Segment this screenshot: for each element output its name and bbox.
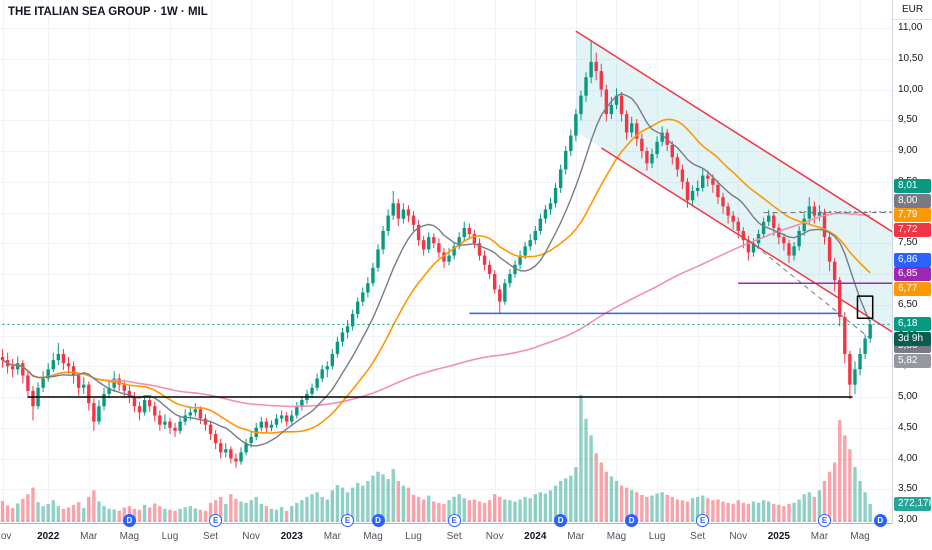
time-axis[interactable]: Nov 2022 Mar Mag Lug Set Nov 2023 Mar Mag Lug Set No…	[0, 523, 932, 550]
bar-countdown-badge: 3d 9h	[894, 331, 931, 346]
price-tick: 10,00	[898, 83, 924, 95]
price-level-badge: 7,79	[894, 208, 931, 222]
price-level-badge: 5,82	[894, 353, 931, 368]
price-level-badge: 7,72	[894, 222, 931, 237]
time-label-month: Nov	[242, 531, 261, 542]
price-tick: 4,00	[898, 452, 918, 464]
time-label-year: 2024	[524, 531, 547, 542]
time-label-year: 2022	[37, 531, 60, 542]
time-label-month: Set	[203, 531, 219, 542]
symbol-header[interactable]: THE ITALIAN SEA GROUP · 1W · MIL	[8, 6, 208, 18]
price-axis[interactable]: EUR 11,0010,5010,009,509,008,508,007,507…	[892, 0, 932, 525]
time-label-month: Mag	[119, 531, 140, 542]
time-label-month: Mar	[80, 531, 98, 542]
earnings-marker[interactable]: E	[818, 514, 831, 527]
time-label-month: Lug	[161, 531, 179, 542]
price-tick: 5,00	[898, 391, 918, 402]
volume-badge: 272,17K	[894, 497, 932, 511]
earnings-marker[interactable]: E	[341, 514, 355, 527]
symbol-title[interactable]: THE ITALIAN SEA GROUP · 1W · MIL	[8, 6, 208, 18]
price-tick: 10,50	[898, 52, 924, 64]
price-tick: 6,50	[898, 298, 918, 310]
price-level-badge: 6,77	[894, 281, 931, 296]
price-tick: 3,50	[898, 483, 918, 495]
time-label-month: Mag	[850, 531, 870, 542]
price-level-badge: 6,85	[894, 267, 931, 281]
time-label-month: Mag	[606, 531, 627, 542]
dividend-marker[interactable]: D	[122, 514, 136, 527]
time-label-month: Lug	[648, 531, 666, 542]
dividend-marker[interactable]: D	[873, 514, 887, 527]
time-label-month: Lug	[405, 531, 422, 542]
time-label-month: Nov	[485, 531, 504, 542]
current-price-badge: 6,18	[894, 317, 931, 332]
dividend-marker[interactable]: D	[371, 514, 385, 527]
time-label-year: 2025	[767, 531, 790, 542]
dividend-marker[interactable]: D	[554, 514, 568, 527]
time-label-month: Mar	[567, 531, 585, 542]
price-chart-canvas[interactable]	[0, 0, 893, 524]
time-label-month: Nov	[729, 531, 748, 542]
price-level-badge: 6,86	[894, 252, 931, 267]
currency-label: EUR	[893, 4, 932, 20]
time-label-month: Set	[446, 531, 462, 542]
price-level-badge: 8,00	[894, 193, 931, 208]
price-tick: 11,00	[898, 22, 923, 33]
earnings-marker[interactable]: E	[209, 514, 223, 527]
time-label-month: Set	[690, 531, 706, 542]
earnings-marker[interactable]: E	[447, 514, 461, 527]
time-label-year: 2023	[280, 531, 303, 542]
earnings-marker[interactable]: E	[696, 514, 710, 527]
dividend-marker[interactable]: D	[625, 514, 639, 527]
time-label-month: Mag	[363, 531, 383, 542]
price-tick: 9,50	[898, 114, 918, 126]
price-tick: 3,00	[898, 514, 918, 525]
time-label-month: Mar	[323, 531, 341, 542]
price-tick: 4,50	[898, 421, 918, 433]
price-tick: 9,00	[898, 145, 918, 156]
time-label-month: Mar	[810, 531, 829, 542]
price-tick: 7,50	[898, 237, 918, 249]
price-level-badge: 8,01	[894, 179, 931, 193]
time-label-month: Nov	[0, 531, 12, 542]
